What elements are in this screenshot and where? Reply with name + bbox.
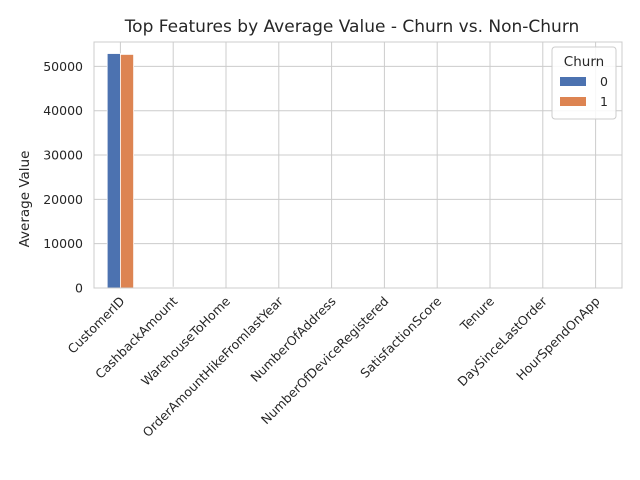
x-tick-label: DaySinceLastOrder	[454, 293, 550, 389]
y-tick-label: 20000	[43, 192, 83, 207]
y-tick-label: 10000	[43, 236, 83, 251]
bar-series-0-CustomerID	[106, 53, 121, 289]
legend-items: 01	[560, 74, 608, 109]
plot-area: CustomerIDCashbackAmountWarehouseToHomeO…	[43, 41, 623, 440]
legend-swatch-1	[560, 97, 586, 106]
legend-title: Churn	[564, 54, 604, 70]
x-tick-label: WarehouseToHome	[138, 293, 233, 388]
bars	[106, 53, 610, 289]
y-axis-label: Average Value	[17, 151, 33, 248]
legend-swatch-0	[560, 77, 586, 86]
legend: Churn 01	[551, 46, 617, 120]
x-tick-labels: CustomerIDCashbackAmountWarehouseToHomeO…	[65, 293, 603, 440]
grid	[94, 42, 622, 289]
y-tick-label: 30000	[43, 148, 83, 163]
legend-label-0: 0	[600, 74, 608, 89]
bar-series-1-CustomerID	[120, 54, 135, 289]
chart-title: Top Features by Average Value - Churn vs…	[124, 17, 580, 37]
x-tick-label: Tenure	[456, 293, 497, 334]
y-tick-label: 0	[75, 281, 83, 296]
y-tick-label: 40000	[43, 103, 83, 118]
plot-frame	[93, 41, 623, 289]
y-tick-label: 50000	[43, 59, 83, 74]
legend-label-1: 1	[600, 94, 608, 109]
y-tick-labels: 0 10000 20000 30000 40000 50000	[43, 59, 83, 296]
